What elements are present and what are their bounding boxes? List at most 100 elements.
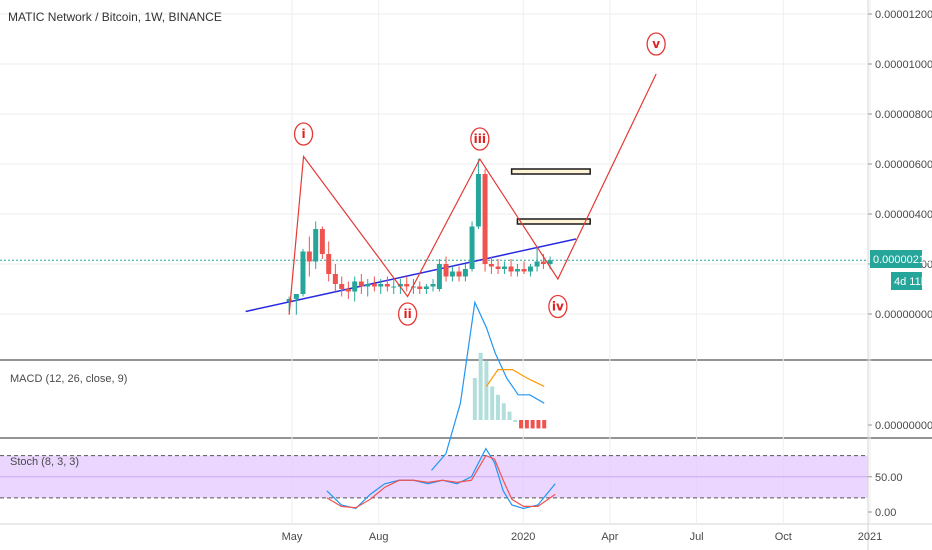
wave-label: ii bbox=[403, 307, 411, 321]
candle-body bbox=[378, 284, 384, 287]
stoch-y-tick-label: 0.00 bbox=[875, 507, 896, 519]
x-tick-label: 2020 bbox=[511, 531, 535, 543]
resistance-zone bbox=[510, 168, 591, 175]
price-badge-value: 0.00000215 bbox=[873, 254, 931, 266]
candle-body bbox=[319, 229, 325, 254]
candle-body bbox=[436, 264, 442, 289]
x-tick-label: May bbox=[282, 531, 303, 543]
y-tick-label: 0.00001000 bbox=[875, 59, 932, 71]
candle-body bbox=[358, 281, 364, 287]
candle-body bbox=[430, 284, 436, 287]
wave-label-circle bbox=[293, 122, 314, 146]
macd-histogram-bar bbox=[536, 420, 541, 429]
candle-body bbox=[332, 274, 338, 284]
elliott-wave-path bbox=[288, 73, 657, 315]
candle-body bbox=[417, 286, 423, 289]
support-trendline bbox=[245, 238, 577, 313]
candle-body bbox=[345, 289, 351, 292]
stoch-series-line bbox=[326, 454, 556, 509]
wave-label: iii bbox=[474, 132, 486, 146]
macd-histogram-bar bbox=[478, 352, 483, 420]
stoch-title: Stoch (8, 3, 3) bbox=[10, 456, 79, 468]
candle-body bbox=[527, 266, 533, 272]
candle-body bbox=[449, 271, 455, 277]
candle-body bbox=[300, 251, 306, 294]
stoch-band bbox=[0, 455, 868, 499]
macd-histogram-bar bbox=[501, 403, 506, 420]
macd-title: MACD (12, 26, close, 9) bbox=[10, 373, 127, 385]
wave-label-circle bbox=[470, 127, 490, 151]
stoch-plot bbox=[326, 447, 556, 510]
macd-plot bbox=[431, 300, 547, 471]
price-badge: 0.00000215 4d 11h bbox=[870, 250, 931, 290]
candle-body bbox=[501, 266, 507, 269]
candle-body bbox=[339, 284, 345, 289]
candle-body bbox=[488, 264, 494, 267]
resistance-zone bbox=[516, 218, 591, 225]
macd-histogram-bar bbox=[490, 386, 495, 420]
macd-histogram-bar bbox=[513, 420, 518, 422]
stoch-series-line bbox=[326, 447, 556, 510]
candle-body bbox=[313, 229, 319, 262]
candle-body bbox=[423, 286, 429, 289]
price-badge-bg bbox=[870, 250, 922, 268]
candle-body bbox=[293, 294, 299, 299]
candle-body bbox=[534, 261, 540, 267]
wave-label: iv bbox=[552, 300, 564, 314]
wave-label: i bbox=[301, 127, 305, 141]
macd-histogram-bar bbox=[472, 378, 477, 420]
x-tick-label: Jul bbox=[690, 531, 704, 543]
macd-histogram-bar bbox=[530, 420, 535, 429]
candle-body bbox=[352, 281, 358, 292]
candle-body bbox=[514, 269, 520, 272]
y-tick-label: 0.00000800 bbox=[875, 109, 932, 121]
candle-body bbox=[540, 261, 546, 264]
candle-body bbox=[410, 286, 416, 288]
wave-label-circle bbox=[646, 32, 666, 56]
macd-y-tick-label: 0.00000000 bbox=[875, 420, 932, 432]
candle-body bbox=[495, 266, 501, 269]
candle-body bbox=[326, 254, 332, 274]
candle-body bbox=[286, 299, 292, 302]
candle-body bbox=[469, 226, 475, 269]
macd-series-line bbox=[431, 300, 545, 471]
candle-body bbox=[482, 174, 488, 264]
candle-body bbox=[371, 284, 377, 287]
wave-label-circle bbox=[397, 302, 418, 326]
candle-body bbox=[391, 286, 397, 288]
macd-histogram-bar bbox=[507, 411, 512, 420]
candle-body bbox=[456, 271, 462, 277]
candle-body bbox=[508, 266, 514, 272]
y-tick-label: 0.00001200 bbox=[875, 9, 932, 21]
x-tick-label: Apr bbox=[601, 531, 618, 543]
wave-label-circle bbox=[548, 294, 568, 319]
candle-body bbox=[443, 264, 449, 277]
candle-body bbox=[365, 284, 371, 287]
candle-body bbox=[475, 174, 481, 227]
candle-body bbox=[384, 284, 390, 287]
wave-label: v bbox=[652, 37, 660, 51]
macd-histogram-bar bbox=[484, 361, 489, 420]
stoch-y-tick-label: 50.00 bbox=[875, 472, 903, 484]
candle-body bbox=[404, 284, 410, 287]
x-tick-label: 2021 bbox=[858, 531, 882, 543]
y-tick-label: 0.00000000 bbox=[875, 309, 932, 321]
candle-body bbox=[521, 269, 527, 272]
x-tick-label: Aug bbox=[369, 531, 389, 543]
candle-body bbox=[547, 260, 553, 264]
y-tick-label: 0.00000600 bbox=[875, 159, 932, 171]
macd-histogram-bar bbox=[519, 420, 524, 429]
countdown-badge-bg bbox=[891, 272, 922, 290]
y-tick-label: 0.00000400 bbox=[875, 209, 932, 221]
x-tick-label: Oct bbox=[775, 531, 792, 543]
candle-body bbox=[462, 269, 468, 277]
countdown-badge: 4d 11h bbox=[894, 276, 927, 288]
macd-histogram-bar bbox=[524, 420, 529, 429]
macd-histogram-bar bbox=[495, 394, 500, 420]
chart-title: MATIC Network / Bitcoin, 1W, BINANCE bbox=[8, 10, 222, 24]
macd-histogram-bar bbox=[542, 420, 547, 429]
macd-series-line bbox=[485, 369, 545, 387]
candle-body bbox=[306, 251, 312, 262]
